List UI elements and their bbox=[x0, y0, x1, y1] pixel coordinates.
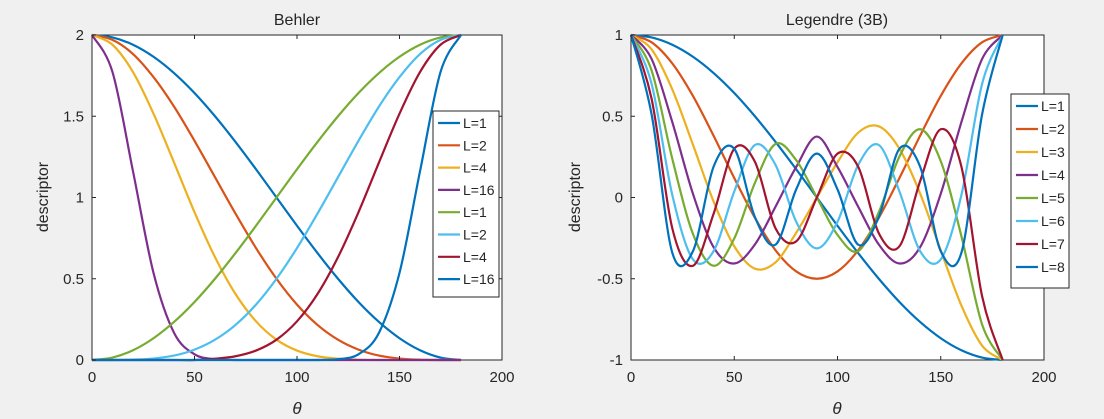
behler-x-tick-label: 50 bbox=[186, 369, 203, 386]
legendre-legend-entry: L=7 bbox=[1041, 236, 1065, 252]
legendre-legend-entry: L=8 bbox=[1041, 259, 1065, 275]
legendre-y-tick-label: 0 bbox=[615, 190, 623, 207]
legendre-x-tick-label: 200 bbox=[1031, 369, 1056, 386]
behler-legend-entry: L=2 bbox=[463, 137, 487, 153]
legendre-legend: L=1 L=2 L=3 L=4 L=5 L=6 L=7 L=8 bbox=[1010, 93, 1070, 289]
legendre-y-tick-label: 1 bbox=[615, 27, 623, 44]
behler-y-tick-label: 0 bbox=[76, 352, 84, 369]
legendre-series-group bbox=[629, 33, 1004, 362]
behler-legend-entry: L=4 bbox=[463, 160, 487, 176]
behler-y-tick-label: 2 bbox=[76, 27, 84, 44]
behler-x-axis-label: θ bbox=[292, 399, 302, 418]
legendre-ticks-group: 0 50 100 150 200 -1 -0.5 0 0.5 1 bbox=[597, 27, 1056, 386]
behler-x-tick-label: 0 bbox=[88, 369, 96, 386]
legendre-series-line-7 bbox=[629, 34, 1004, 361]
behler-x-tick-label: 150 bbox=[387, 369, 412, 386]
legendre-legend-entry: L=2 bbox=[1041, 121, 1065, 137]
behler-ticks-group: 0 50 100 150 200 0 0.5 1 1.5 2 bbox=[63, 27, 514, 386]
legendre-y-tick-label: 0.5 bbox=[602, 108, 623, 125]
legendre-series-line-8 bbox=[629, 34, 1004, 268]
legendre-series-line-2 bbox=[630, 33, 1004, 280]
behler-legend-entry: L=16 bbox=[463, 182, 495, 198]
legendre-x-tick-label: 50 bbox=[726, 369, 743, 386]
behler-x-tick-label: 200 bbox=[489, 369, 514, 386]
legendre-y-axis-label: descriptor bbox=[567, 161, 584, 232]
chart-legendre: 0 50 100 150 200-1-0.500.51 Legendre (3B) θ … bbox=[567, 12, 1070, 418]
behler-y-tick-label: 1 bbox=[76, 190, 84, 207]
legendre-legend-box bbox=[1010, 93, 1070, 289]
legendre-x-tick-label: 150 bbox=[928, 369, 953, 386]
behler-legend: L=1 L=2 L=4 L=16 L=1 L=2 L=4 L=16 bbox=[432, 110, 500, 298]
legendre-legend-entry: L=1 bbox=[1041, 98, 1065, 114]
behler-legend-entry: L=4 bbox=[463, 249, 487, 265]
behler-series-line-8 bbox=[92, 34, 462, 362]
legendre-x-axis-label: θ bbox=[832, 399, 842, 418]
behler-legend-entry: L=1 bbox=[463, 115, 487, 131]
legendre-x-tick-label: 0 bbox=[627, 369, 635, 386]
behler-legend-entry: L=16 bbox=[463, 271, 495, 287]
legendre-series-line-6 bbox=[629, 34, 1004, 265]
behler-title: Behler bbox=[274, 12, 321, 29]
behler-legend-box bbox=[432, 110, 500, 298]
behler-y-tick-label: 1.5 bbox=[63, 108, 84, 125]
behler-x-tick-label: 100 bbox=[284, 369, 309, 386]
chart-behler: 0 50 100 150 200 0 0.5 1 1.5 2 Behler θ descripto… bbox=[35, 12, 515, 418]
behler-y-axis-label: descriptor bbox=[35, 161, 52, 232]
legendre-y-tick-label: -0.5 bbox=[597, 271, 623, 288]
legendre-x-tick-label: 100 bbox=[825, 369, 850, 386]
legendre-legend-entry: L=6 bbox=[1041, 213, 1065, 229]
behler-y-tick-label: 0.5 bbox=[63, 271, 84, 288]
legendre-legend-entry: L=4 bbox=[1041, 167, 1065, 183]
legendre-legend-entry: L=5 bbox=[1041, 190, 1065, 206]
legendre-series-line-4 bbox=[630, 34, 1004, 265]
behler-legend-entry: L=2 bbox=[463, 227, 487, 243]
behler-series-line-6 bbox=[91, 33, 462, 362]
legendre-legend-entry: L=3 bbox=[1041, 144, 1065, 160]
legendre-y-tick-label: -1 bbox=[610, 352, 623, 369]
behler-series-line-5 bbox=[91, 33, 462, 362]
behler-legend-entry: L=1 bbox=[463, 204, 487, 220]
legendre-title: Legendre (3B) bbox=[786, 12, 888, 29]
